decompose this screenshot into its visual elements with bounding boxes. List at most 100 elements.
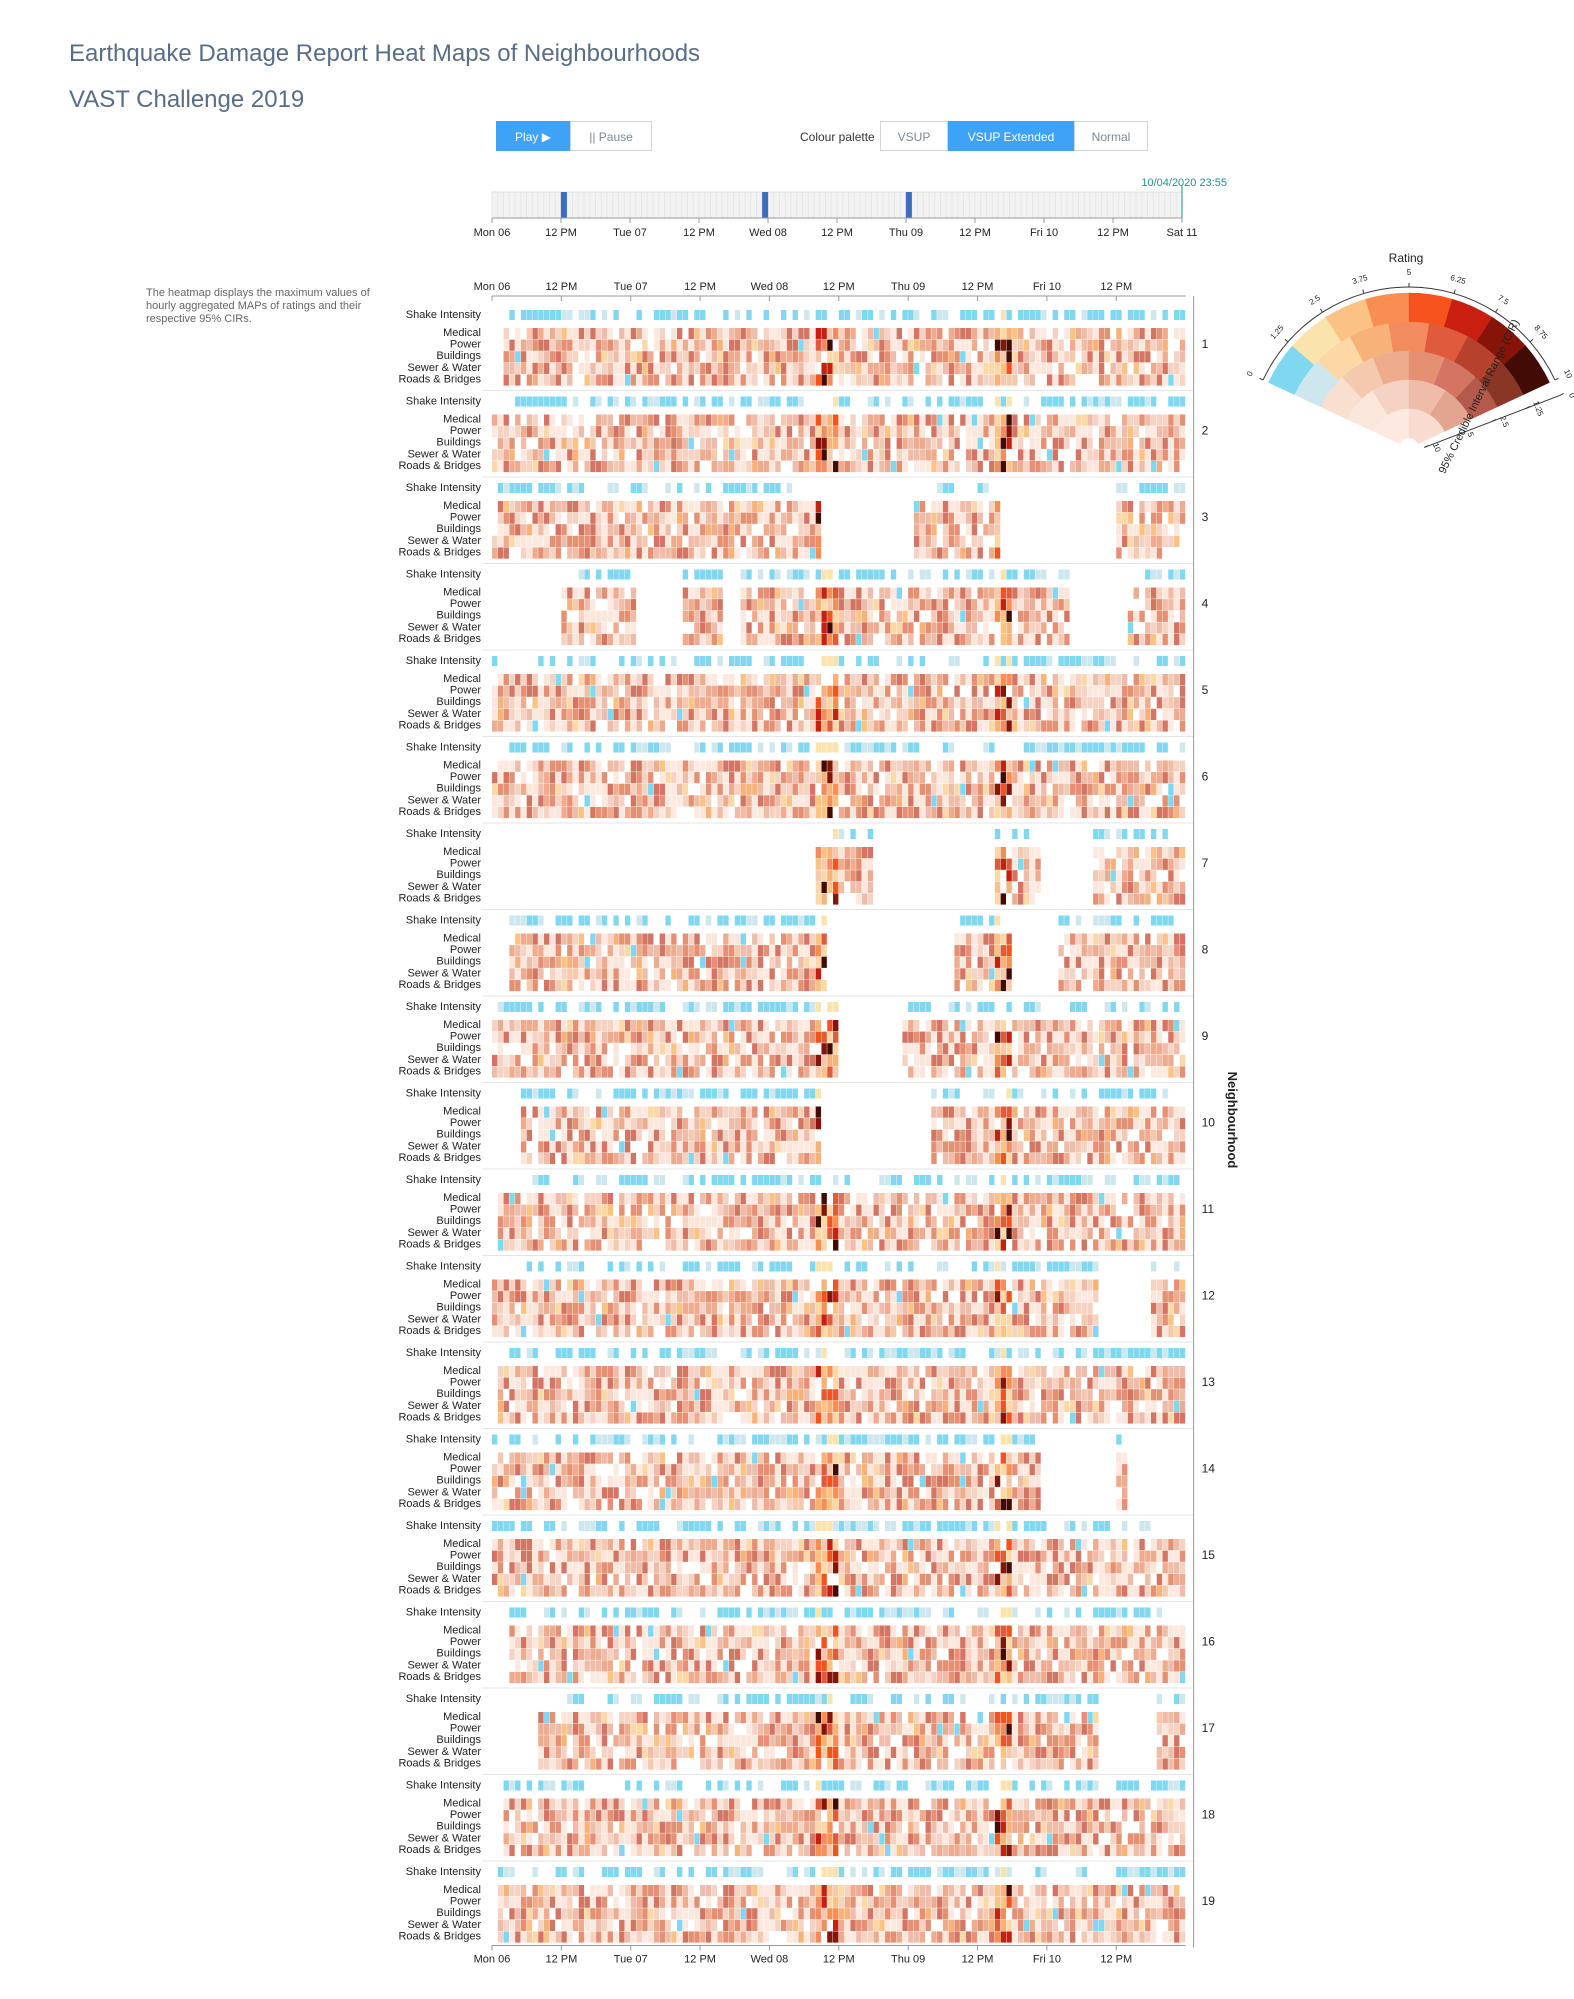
top-tick-label: 12 PM [962, 281, 994, 293]
damage-cell [1000, 945, 1007, 957]
damage-cell [555, 339, 561, 351]
damage-cell [983, 339, 989, 351]
damage-cell [1116, 933, 1122, 945]
damage-cell [925, 524, 931, 536]
damage-cell [1150, 772, 1157, 784]
damage-cell [532, 535, 538, 547]
damage-cell [665, 1106, 671, 1118]
shake-cell [711, 742, 718, 753]
damage-cell [653, 968, 660, 980]
damage-cell [821, 449, 827, 461]
damage-cell [815, 460, 822, 473]
damage-cell [913, 1031, 920, 1043]
damage-cell [960, 535, 966, 547]
pause-button[interactable]: || Pause [570, 121, 652, 151]
damage-cell [1145, 587, 1151, 599]
damage-cell [648, 979, 654, 992]
damage-cell [1179, 881, 1186, 893]
shake-cell [659, 310, 665, 320]
damage-cell [1127, 512, 1134, 524]
damage-cell [653, 1129, 660, 1141]
damage-cell [989, 1106, 995, 1118]
palette-option-vsup[interactable]: VSUP [880, 121, 948, 151]
shake-cell [532, 396, 538, 407]
damage-cell [1093, 956, 1099, 968]
shake-cell [989, 569, 995, 580]
damage-cell [694, 795, 700, 807]
damage-cell [1179, 362, 1186, 374]
shake-cell [1012, 656, 1018, 666]
shake-cell [688, 915, 694, 926]
damage-cell [989, 426, 995, 438]
damage-cell [1041, 362, 1047, 374]
damage-cell [965, 599, 972, 611]
damage-cell [682, 674, 689, 686]
damage-cell [885, 426, 891, 438]
damage-cell [676, 1043, 683, 1055]
shake-cell [1012, 569, 1018, 580]
damage-cell [688, 945, 694, 957]
damage-cell [1133, 449, 1139, 461]
damage-cell [590, 1043, 596, 1055]
damage-cell [861, 414, 868, 426]
damage-cell [723, 1054, 729, 1066]
damage-cell [1058, 587, 1064, 599]
damage-cell [1012, 674, 1018, 686]
damage-cell [717, 610, 723, 622]
damage-cell [885, 328, 891, 340]
damage-cell [607, 945, 613, 957]
damage-cell [659, 1066, 665, 1078]
damage-cell [1127, 339, 1134, 351]
damage-cell [717, 772, 723, 784]
damage-cell [1174, 414, 1180, 426]
damage-cell [960, 1106, 966, 1118]
play-button[interactable]: Play ▶ [496, 121, 570, 151]
damage-cell [746, 362, 752, 374]
damage-cell [873, 426, 879, 438]
damage-cell [717, 622, 723, 634]
shake-cell [809, 1088, 816, 1099]
damage-cell [838, 587, 845, 599]
damage-cell [561, 351, 567, 363]
damage-cell [752, 547, 758, 559]
damage-cell [607, 374, 613, 386]
damage-cell [1116, 674, 1122, 686]
damage-cell [1046, 708, 1053, 720]
damage-cell [492, 547, 498, 559]
damage-cell [954, 362, 960, 374]
damage-cell [520, 535, 527, 547]
shake-cell [960, 396, 966, 407]
damage-cell [850, 783, 856, 795]
shake-cell [705, 569, 712, 580]
damage-cell [792, 501, 798, 513]
damage-cell [619, 783, 625, 795]
damage-cell [659, 720, 665, 732]
damage-cell [734, 547, 741, 559]
damage-cell [497, 1043, 504, 1055]
damage-cell [734, 1020, 741, 1032]
damage-cell [676, 1152, 683, 1165]
damage-cell [798, 328, 804, 340]
damage-cell [827, 351, 833, 363]
damage-cell [671, 968, 677, 980]
damage-cell [1052, 1054, 1059, 1066]
damage-cell [734, 437, 741, 449]
palette-option-normal[interactable]: Normal [1074, 121, 1148, 151]
damage-cell [769, 685, 775, 697]
damage-cell [561, 685, 567, 697]
damage-cell [1098, 760, 1105, 772]
damage-cell [1023, 858, 1030, 870]
damage-cell [1179, 956, 1186, 968]
damage-cell [515, 1066, 521, 1078]
damage-cell [983, 1106, 989, 1118]
palette-option-vsup-extended[interactable]: VSUP Extended [948, 121, 1074, 151]
shake-cell [1168, 396, 1174, 407]
damage-cell [642, 708, 648, 720]
damage-cell [526, 524, 533, 536]
damage-cell [590, 806, 596, 819]
shake-cell [786, 569, 793, 580]
damage-cell [769, 806, 775, 819]
shake-cell [520, 310, 527, 320]
shake-cell [549, 656, 556, 666]
damage-cell [1150, 806, 1157, 819]
